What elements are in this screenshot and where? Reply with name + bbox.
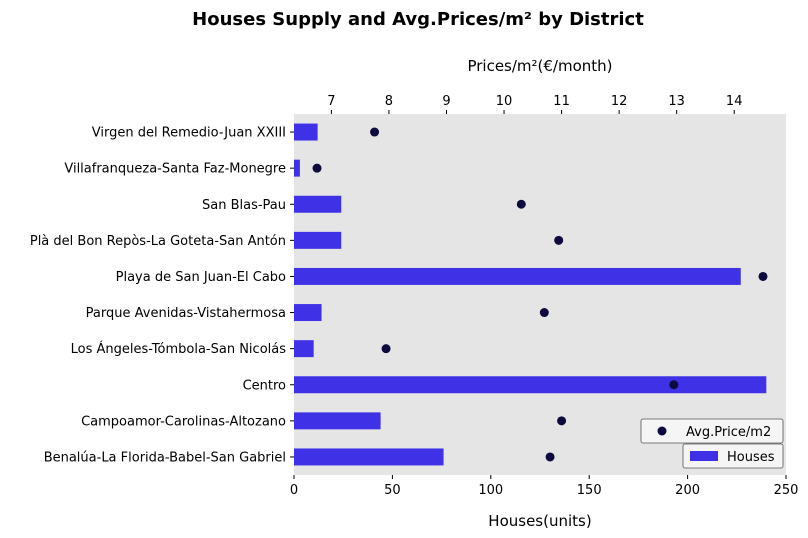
category-label-3: Plà del Bon Repòs-La Goteta-San Antón (30, 234, 286, 249)
legend-box-price (640, 418, 784, 444)
top-tick-label-2: 9 (442, 94, 450, 109)
bar-4 (294, 267, 741, 285)
chart-title: Houses Supply and Avg.Prices/m² by Distr… (192, 9, 644, 30)
category-label-2: San Blas-Pau (202, 198, 286, 213)
point-6 (381, 344, 391, 354)
bottom-tick-label-1: 50 (384, 483, 401, 498)
bar-5 (294, 304, 322, 322)
bars-group (294, 123, 767, 466)
point-8 (557, 416, 567, 426)
point-7 (669, 380, 679, 390)
point-5 (539, 308, 549, 318)
top-tick-label-7: 14 (726, 94, 743, 109)
bar-6 (294, 340, 314, 358)
top-axis-label: Prices/m²(€/month) (467, 57, 612, 75)
bar-9 (294, 448, 444, 466)
bar-3 (294, 231, 342, 249)
top-tick-label-6: 13 (668, 94, 685, 109)
bar-2 (294, 195, 342, 213)
category-label-9: Benalúa-La Florida-Babel-San Gabriel (44, 450, 286, 465)
bar-0 (294, 123, 318, 141)
category-label-8: Campoamor-Carolinas-Altozano (81, 414, 286, 429)
bottom-axis-label: Houses(units) (488, 512, 591, 530)
bottom-axis-ticks: 0 50 100 150 200 250 (290, 475, 799, 498)
bottom-tick-label-4: 200 (675, 483, 700, 498)
legend-box-houses (682, 443, 784, 469)
top-tick-label-0: 7 (327, 94, 335, 109)
category-label-0: Virgen del Remedio-Juan XXIII (92, 126, 286, 141)
point-9 (545, 452, 555, 462)
legend: Avg.Price/m2 Houses (640, 418, 784, 469)
bottom-tick-label-0: 0 (290, 483, 298, 498)
legend-marker-price (657, 426, 667, 436)
top-tick-label-1: 8 (385, 94, 393, 109)
bottom-tick-label-2: 100 (478, 483, 503, 498)
point-2 (516, 199, 526, 209)
category-label-7: Centro (243, 378, 286, 393)
top-tick-label-5: 12 (611, 94, 628, 109)
point-1 (312, 163, 322, 173)
category-label-1: Villafranqueza-Santa Faz-Monegre (64, 162, 286, 177)
top-tick-label-4: 11 (553, 94, 570, 109)
points-group (312, 127, 768, 462)
legend-label-houses: Houses (727, 450, 775, 465)
bottom-tick-label-3: 150 (577, 483, 602, 498)
bottom-tick-label-5: 250 (774, 483, 799, 498)
legend-marker-houses (690, 451, 718, 461)
category-label-5: Parque Avenidas-Vistahermosa (86, 306, 286, 321)
category-label-6: Los Ángeles-Tómbola-San Nicolás (71, 341, 287, 357)
bar-1 (294, 159, 300, 177)
legend-label-price: Avg.Price/m2 (686, 425, 771, 440)
point-3 (554, 235, 564, 245)
bar-8 (294, 412, 381, 430)
point-0 (370, 127, 380, 137)
category-labels: Virgen del Remedio-Juan XXIII Villafranqu… (30, 126, 294, 465)
bar-7 (294, 376, 767, 394)
top-axis-ticks: 7 8 9 10 11 12 13 14 (327, 94, 742, 114)
point-4 (758, 271, 768, 281)
top-tick-label-3: 10 (496, 94, 513, 109)
category-label-4: Playa de San Juan-El Cabo (116, 270, 286, 285)
